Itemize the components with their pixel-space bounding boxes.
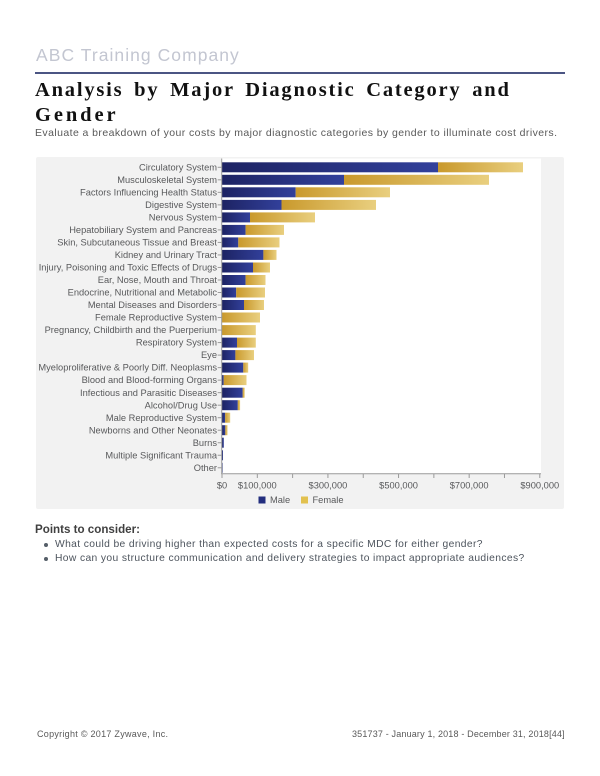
svg-text:$300,000: $300,000	[309, 481, 348, 491]
svg-text:Factors Influencing Health Sta: Factors Influencing Health Status	[80, 187, 217, 197]
svg-text:Myeloproliferative & Poorly Di: Myeloproliferative & Poorly Diff. Neopla…	[38, 363, 217, 373]
svg-text:Mental Diseases and Disorders: Mental Diseases and Disorders	[88, 300, 218, 310]
svg-text:Male Reproductive System: Male Reproductive System	[106, 413, 217, 423]
svg-text:Ear, Nose, Mouth and Throat: Ear, Nose, Mouth and Throat	[98, 275, 218, 285]
svg-text:$0: $0	[217, 481, 227, 491]
svg-text:Skin, Subcutaneous Tissue and: Skin, Subcutaneous Tissue and Breast	[57, 238, 217, 248]
svg-text:$100,000: $100,000	[238, 481, 277, 491]
svg-text:Burns: Burns	[193, 438, 218, 448]
svg-text:Alcohol/Drug Use: Alcohol/Drug Use	[145, 400, 217, 410]
svg-text:Blood and Blood-forming Organs: Blood and Blood-forming Organs	[82, 375, 218, 385]
svg-text:Hepatobiliary System and Pancr: Hepatobiliary System and Pancreas	[69, 225, 217, 235]
svg-text:Female: Female	[313, 495, 344, 505]
svg-text:Endocrine, Nutritional and Met: Endocrine, Nutritional and Metabolic	[68, 288, 218, 298]
svg-text:Circulatory System: Circulatory System	[139, 162, 217, 172]
svg-text:Infectious and Parasitic Disea: Infectious and Parasitic Diseases	[80, 388, 217, 398]
svg-text:Eye: Eye	[201, 350, 217, 360]
svg-text:Musculoskeletal System: Musculoskeletal System	[117, 175, 217, 185]
svg-text:Pregnancy, Childbirth and the: Pregnancy, Childbirth and the Puerperium	[45, 325, 218, 335]
svg-text:Other: Other	[194, 463, 217, 473]
svg-text:Male: Male	[270, 495, 290, 505]
svg-text:Multiple Significant Trauma: Multiple Significant Trauma	[105, 450, 217, 460]
svg-text:Newborns and Other Neonates: Newborns and Other Neonates	[89, 425, 218, 435]
svg-text:Kidney and Urinary Tract: Kidney and Urinary Tract	[115, 250, 218, 260]
svg-text:$700,000: $700,000	[450, 481, 489, 491]
svg-text:Digestive System: Digestive System	[145, 200, 217, 210]
svg-text:Injury, Poisoning and Toxic Ef: Injury, Poisoning and Toxic Effects of D…	[39, 263, 218, 273]
svg-text:$500,000: $500,000	[379, 481, 418, 491]
svg-text:Female Reproductive System: Female Reproductive System	[95, 313, 217, 323]
svg-text:$900,000: $900,000	[520, 481, 559, 491]
svg-text:Respiratory System: Respiratory System	[136, 338, 217, 348]
svg-text:Nervous System: Nervous System	[149, 212, 217, 222]
